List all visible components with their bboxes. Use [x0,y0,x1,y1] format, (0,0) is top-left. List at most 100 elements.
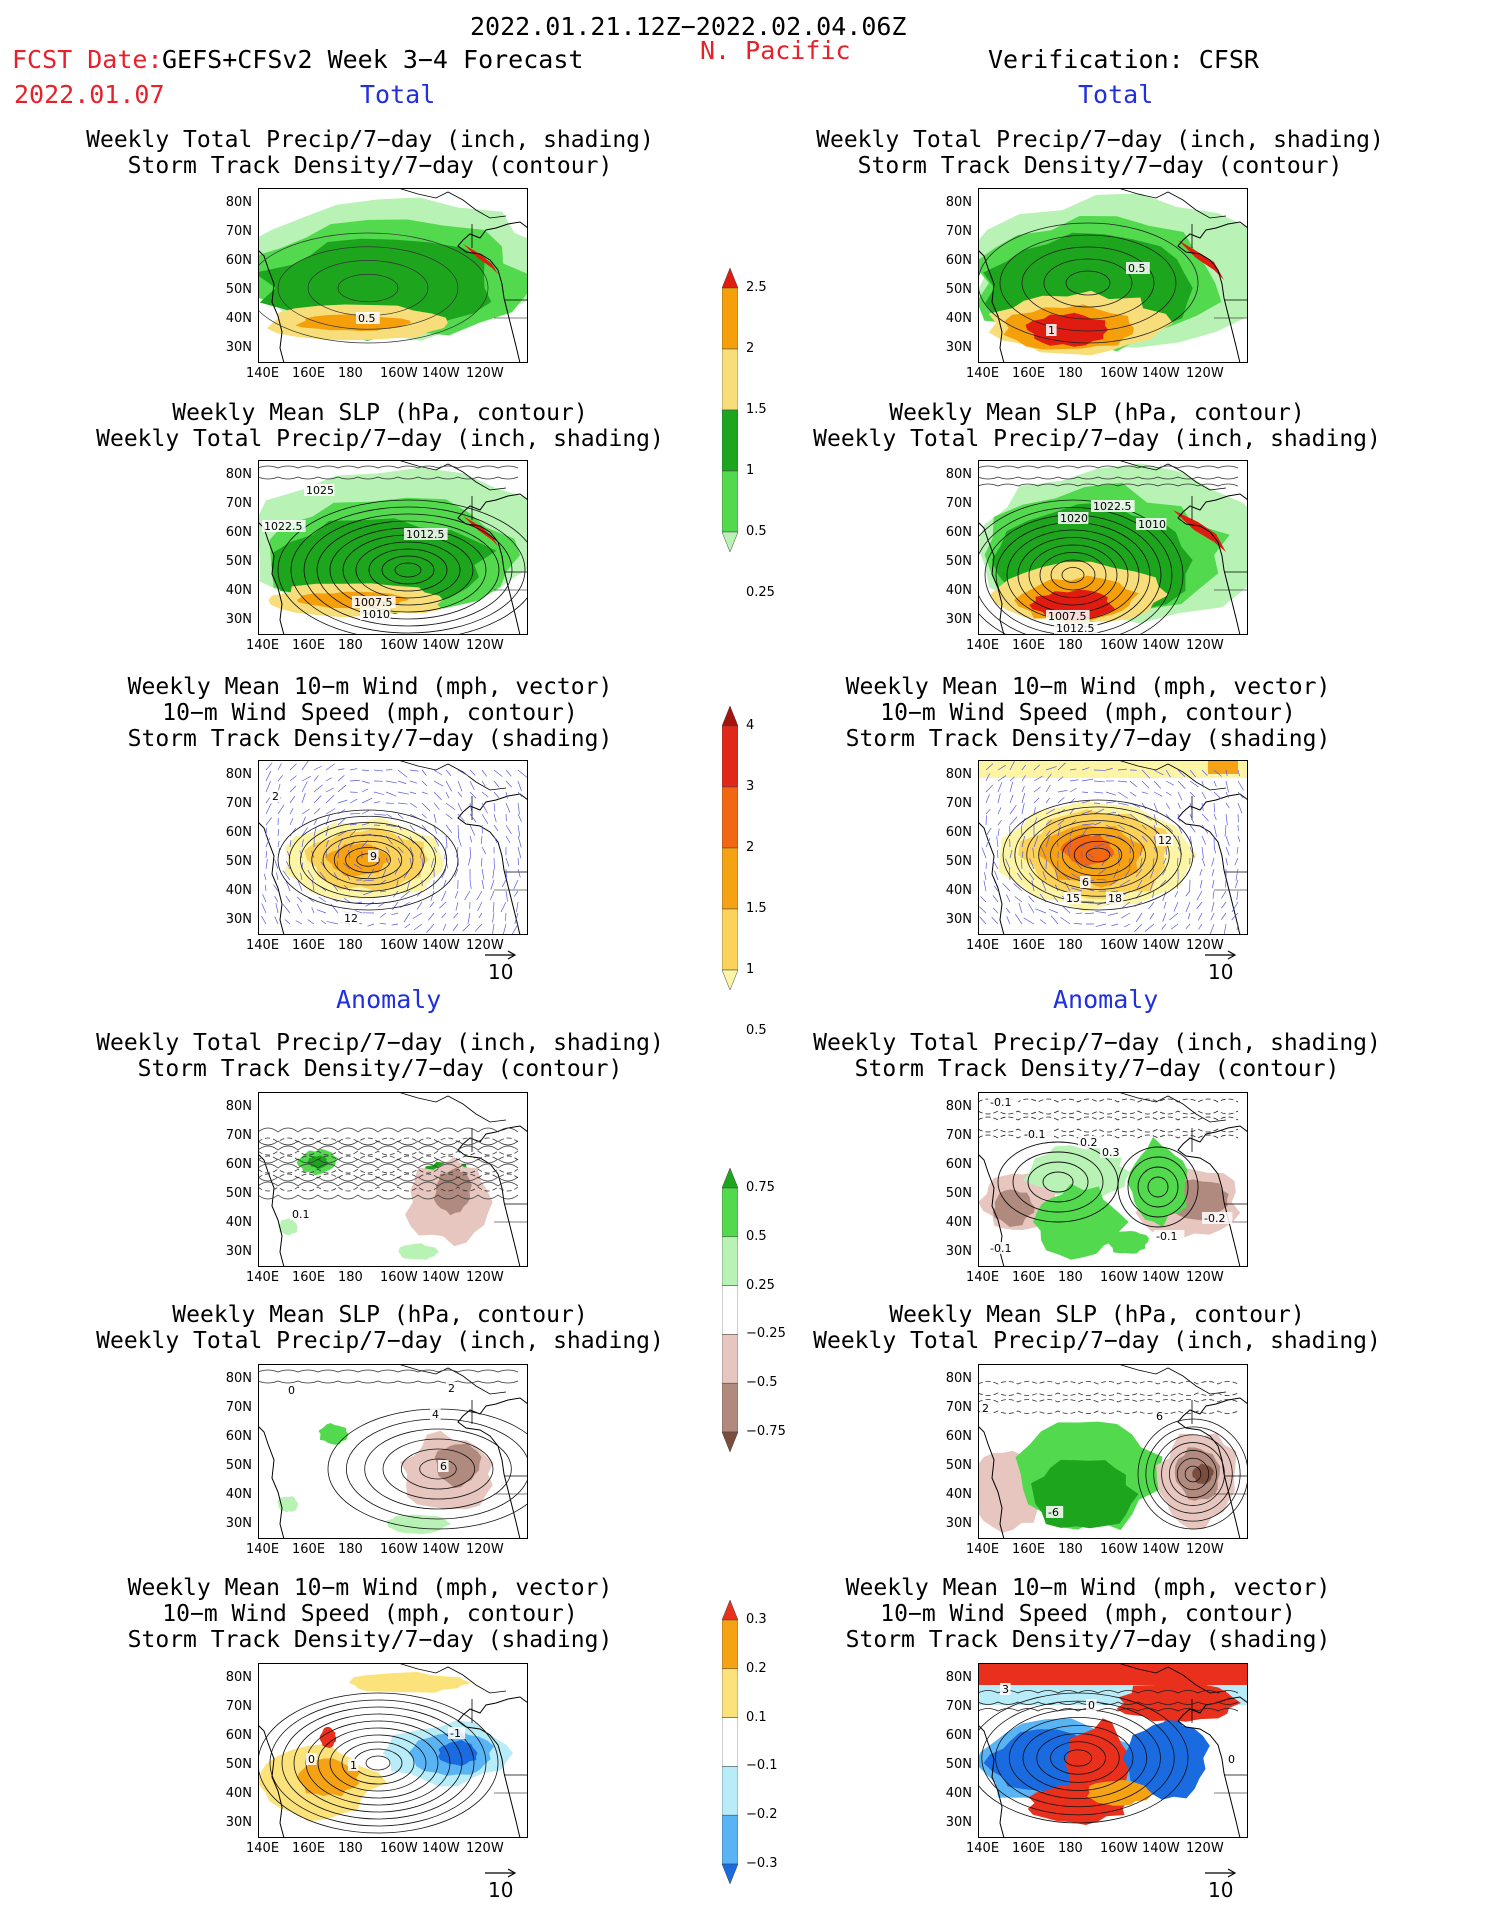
lat-tick-label: 50N [225,1186,252,1201]
colorbar-segment [722,908,738,971]
lon-tick-label: 180 [338,366,363,381]
wind-vector [397,780,407,785]
wind-vector [373,791,384,795]
title-line: Storm Track Density/7−day (shading) [127,726,613,752]
contour-label: 2 [448,1382,455,1395]
lat-tick-label: 50N [945,1757,972,1772]
wind-vector [1105,801,1116,804]
lat-tick-label: 40N [225,1786,252,1801]
wind-vector [373,801,381,804]
map-background [258,1092,528,1267]
wind-vector [433,802,440,810]
lat-tick-label: 50N [945,554,972,569]
wind-vector [492,923,495,935]
lat-tick-label: 50N [225,1458,252,1473]
wind-vector [517,802,520,815]
wind-vector [1177,835,1181,846]
lat-tick-label: 50N [225,854,252,869]
colorbar-tick-label: 2.5 [746,280,767,295]
shading-region [295,314,411,331]
wind-vector [1002,882,1011,892]
vector-ref-l6: 10 [484,1868,517,1902]
wind-vector [445,802,456,811]
wind-vector [433,791,442,801]
vector-ref-r3: 10 [1204,950,1237,984]
panel-title-r2: Weekly Mean SLP (hPa, contour) Weekly To… [787,400,1407,452]
panel-title-l5: Weekly Mean SLP (hPa, contour) Weekly To… [70,1302,690,1354]
title-line: Weekly Mean 10−m Wind (mph, vector) [845,1575,1331,1601]
wind-vector [500,901,507,913]
contour-line [1065,270,1111,296]
lon-tick-label: 160W [1100,1841,1138,1856]
wind-vector [1211,868,1215,877]
wind-vector [1020,825,1023,837]
colorbar-svg [722,1600,738,1884]
wind-vector [397,835,404,844]
contour-label-bg [1154,1410,1165,1422]
coastline [978,249,1005,363]
coastline [457,221,528,363]
wind-vector [420,846,423,859]
wind-vector [313,808,321,815]
contour-line [1050,827,1146,883]
wind-vector [997,828,1000,837]
lat-tick-label: 30N [225,1815,252,1830]
contour-label: 1012.5 [406,528,445,541]
panel-title-r5: Weekly Mean SLP (hPa, contour) Weekly To… [787,1302,1407,1354]
wind-vector [1117,824,1126,830]
wind-vector [343,897,351,903]
wind-vector [1117,768,1127,771]
wind-vector [1177,769,1186,777]
wind-vector [277,804,285,815]
wind-vector [992,895,999,903]
wind-vector [492,912,495,923]
lon-tick-label: 140E [966,938,1000,953]
wind-vector [1033,797,1040,804]
colorbar-tick-label: 0.3 [746,1612,767,1627]
wind-vector [1123,868,1131,879]
wind-vector [1039,919,1047,925]
wind-vector [1189,824,1196,833]
wind-vector [325,815,330,826]
lat-tick-label: 40N [945,1786,972,1801]
wind-vector [325,777,332,782]
lat-tick-label: 50N [945,1458,972,1473]
coastline [258,821,285,935]
wind-vector [349,841,355,848]
wind-vector [1060,916,1071,925]
contour-line [1027,1161,1089,1203]
wind-vector [392,901,399,911]
wind-vector [274,859,279,870]
wind-vector [445,835,448,848]
contour-line [394,562,422,578]
lon-tick-label: 140W [1142,638,1180,653]
coastline [258,1724,285,1838]
colorbar-segment [722,1814,738,1865]
wind-vector [1197,912,1203,921]
lat-tick-label: 80N [225,467,252,482]
colorbar-tick-label: −0.2 [746,1807,778,1823]
coastline [397,1092,507,1123]
wind-vector [476,890,483,901]
wind-vector [1152,890,1155,898]
wind-vector [1111,923,1119,927]
contour-line [978,483,1239,487]
map-panel-r5: 2 6 -6 80N 70N 60N 50N 40N 30N 140E 160E 180 160W 140… [946,1364,1248,1557]
map-frame [978,1364,1248,1539]
contour-label-bg [270,790,281,802]
title-line: Weekly Total Precip/7−day (inch, shading… [813,1030,1381,1056]
wind-vector [1160,879,1167,887]
wind-vector [517,846,522,859]
wind-vector [311,907,315,914]
wind-vector [404,923,411,929]
wind-vector [1225,813,1228,826]
coastline [457,1397,528,1539]
colorbar-segment [722,1717,738,1767]
lon-tick-label: 160E [292,1542,326,1557]
panel-title-l1: Weekly Total Precip/7−day (inch, shading… [60,127,680,179]
shading-region [1033,1183,1129,1260]
wind-vector [1016,872,1023,881]
wind-vector [297,880,303,892]
wind-vector [505,769,512,777]
map-panel-r3: 12 6 15 18 80N 70N 60N 50N 40N 30N 140E 160E 180 160W… [946,760,1248,953]
